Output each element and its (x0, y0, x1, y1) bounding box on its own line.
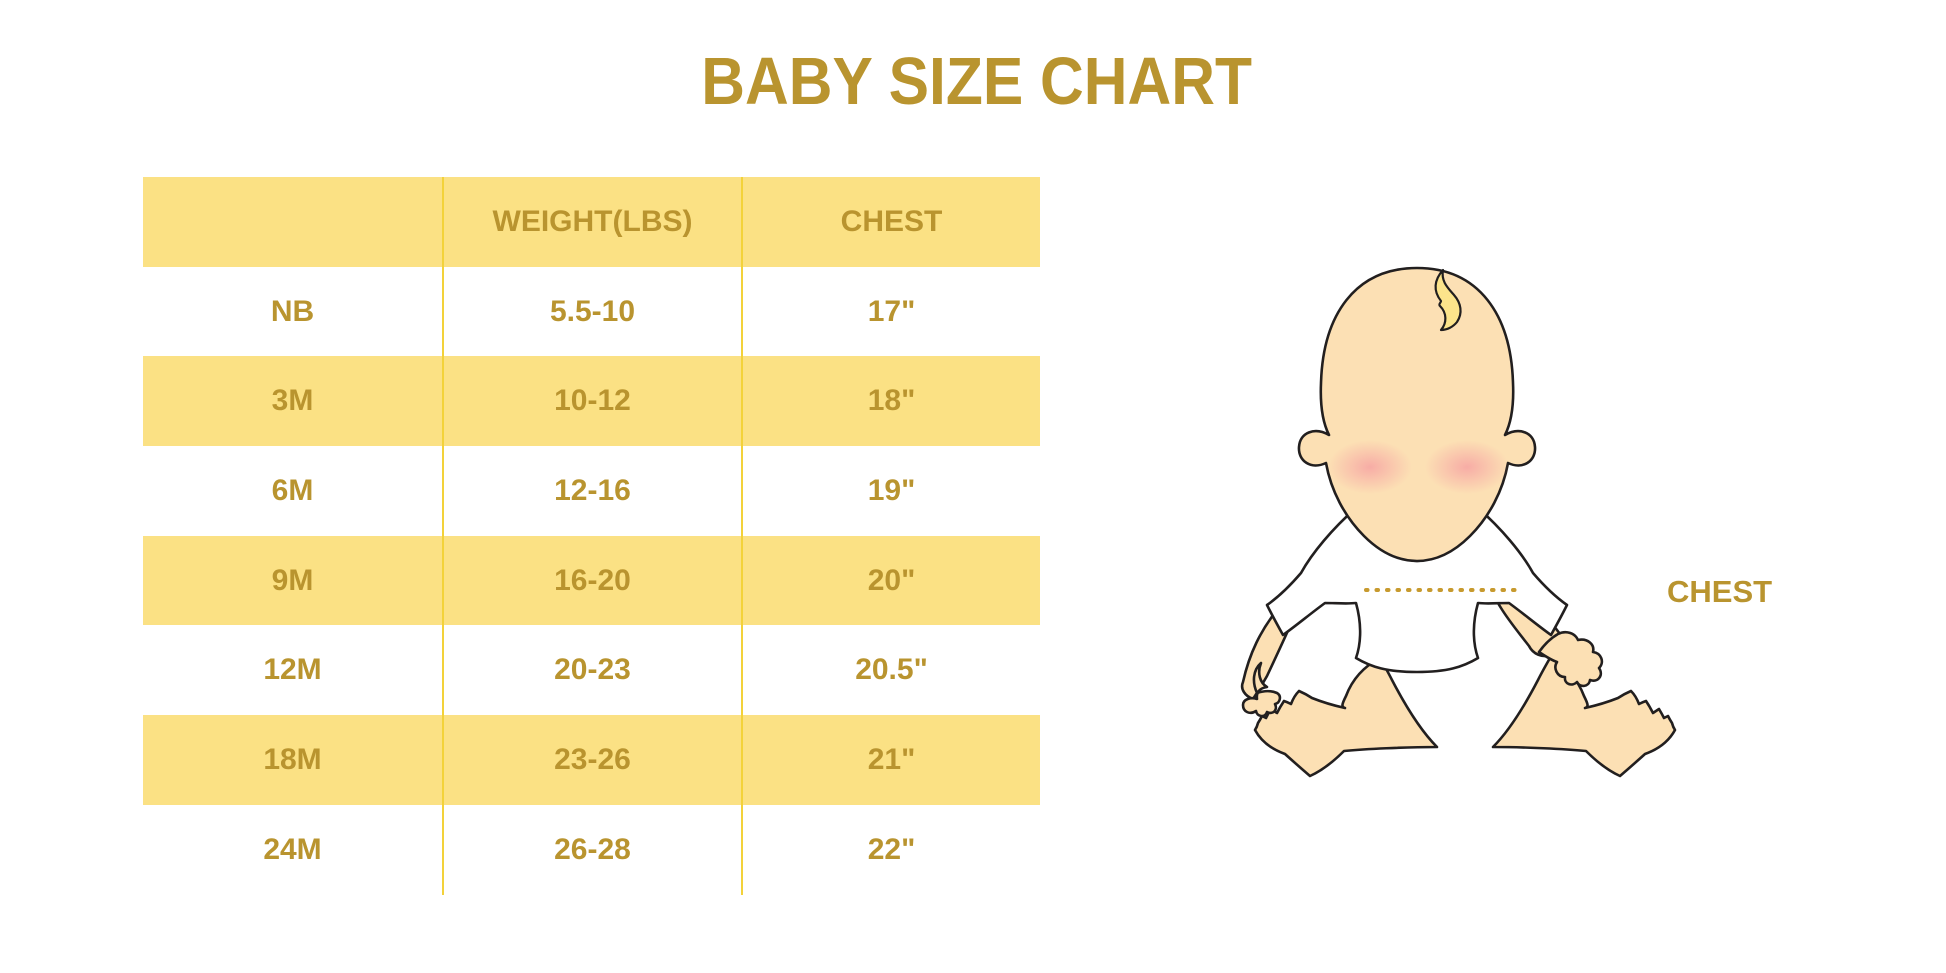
svg-text:CHEST: CHEST (1667, 574, 1772, 609)
